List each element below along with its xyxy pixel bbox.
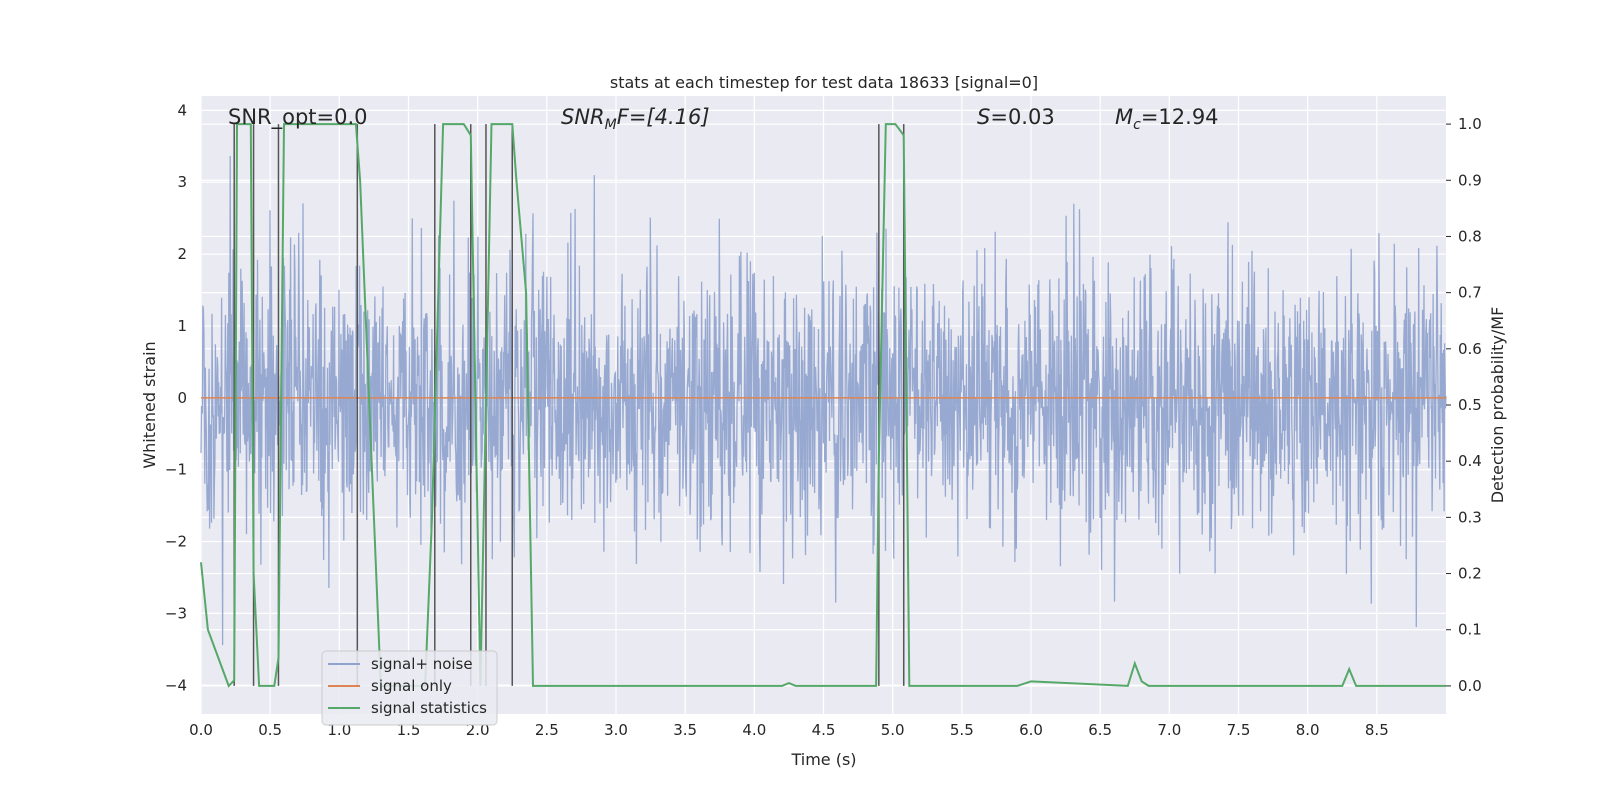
snr-mf-annotation: SNRMF=[4.16] <box>561 105 710 133</box>
mc-annotation: Mc=12.94 <box>1115 105 1219 133</box>
legend-label-signal: signal only <box>371 677 452 695</box>
y-tick-label-left: −1 <box>165 461 187 479</box>
x-tick-label: 2.5 <box>535 721 559 739</box>
y-ticks-left: 4 3 2 1 0 −1 −2 −3 −4 <box>165 101 187 694</box>
y-tick-label-right: 0.8 <box>1458 227 1482 245</box>
y-axis-label-left: Whitened strain <box>140 341 159 468</box>
y-tick-label-left: −4 <box>165 676 187 694</box>
snr-mf-main: SNR <box>561 105 605 129</box>
snr-mf-rest: F=[4.16] <box>617 105 710 129</box>
x-tick-label: 7.0 <box>1157 721 1181 739</box>
x-tick-label: 6.0 <box>1019 721 1043 739</box>
x-tick-label: 8.5 <box>1365 721 1389 739</box>
y-tick-label-left: 0 <box>177 389 187 407</box>
noise-series <box>200 155 1447 646</box>
y-tick-label-right: 0.2 <box>1458 565 1482 583</box>
y-tick-label-left: −2 <box>165 533 187 551</box>
signal-statistics-series <box>200 123 1446 688</box>
y-tick-label-right: 0.4 <box>1458 452 1482 470</box>
x-tick-label: 3.0 <box>604 721 628 739</box>
x-tick-label: 4.0 <box>742 721 766 739</box>
y-tick-label-right: 1.0 <box>1458 115 1482 133</box>
y-axis-label-right: Detection probability/MF <box>1488 307 1507 504</box>
x-tick-label: 5.0 <box>881 721 905 739</box>
y-tick-label-right: 0.0 <box>1458 677 1482 695</box>
x-tick-label: 8.0 <box>1296 721 1320 739</box>
snr-opt-annotation: SNR_opt=0.0 <box>228 105 368 130</box>
x-tick-label: 0.5 <box>258 721 282 739</box>
x-axis-label: Time (s) <box>790 750 856 769</box>
x-tick-label: 4.5 <box>812 721 836 739</box>
x-tick-label: 6.5 <box>1088 721 1112 739</box>
x-tick-label: 7.5 <box>1227 721 1251 739</box>
x-tick-label: 5.5 <box>950 721 974 739</box>
legend-label-stats: signal statistics <box>371 699 487 717</box>
y-tick-label-left: 4 <box>177 101 187 119</box>
y-tick-label-right: 0.5 <box>1458 396 1482 414</box>
noise-trace <box>200 155 1447 646</box>
legend-box <box>321 650 498 726</box>
snr-mf-sub: M <box>605 117 617 133</box>
signal-statistics-line <box>200 123 1446 688</box>
s-label: S <box>977 105 990 129</box>
legend: signal+ noise signal only signal statist… <box>321 650 498 726</box>
y-tick-label-left: 1 <box>177 317 187 335</box>
y-tick-label-left: 2 <box>177 245 187 263</box>
y-tick-label-right: 0.7 <box>1458 284 1482 302</box>
y-tick-label-right: 0.3 <box>1458 508 1482 526</box>
y-ticks-right: 1.0 0.9 0.8 0.7 0.6 0.5 0.4 0.3 0.2 0.1 0.0 <box>1446 115 1482 695</box>
y-tick-label-right: 0.6 <box>1458 340 1482 358</box>
chart-title: stats at each timestep for test data 186… <box>610 73 1038 92</box>
legend-label-noise: signal+ noise <box>371 655 473 673</box>
s-value: =0.03 <box>990 105 1054 129</box>
s-annotation: S=0.03 <box>977 105 1055 129</box>
y-tick-label-right: 0.9 <box>1458 171 1482 189</box>
mc-value: =12.94 <box>1141 105 1219 129</box>
mc-sub: c <box>1133 117 1141 133</box>
y-tick-label-right: 0.1 <box>1458 621 1482 639</box>
y-tick-label-left: −3 <box>165 604 187 622</box>
x-tick-label: 3.5 <box>673 721 697 739</box>
x-tick-label: 0.0 <box>189 721 213 739</box>
mc-main: M <box>1115 105 1133 129</box>
y-tick-label-left: 3 <box>177 173 187 191</box>
